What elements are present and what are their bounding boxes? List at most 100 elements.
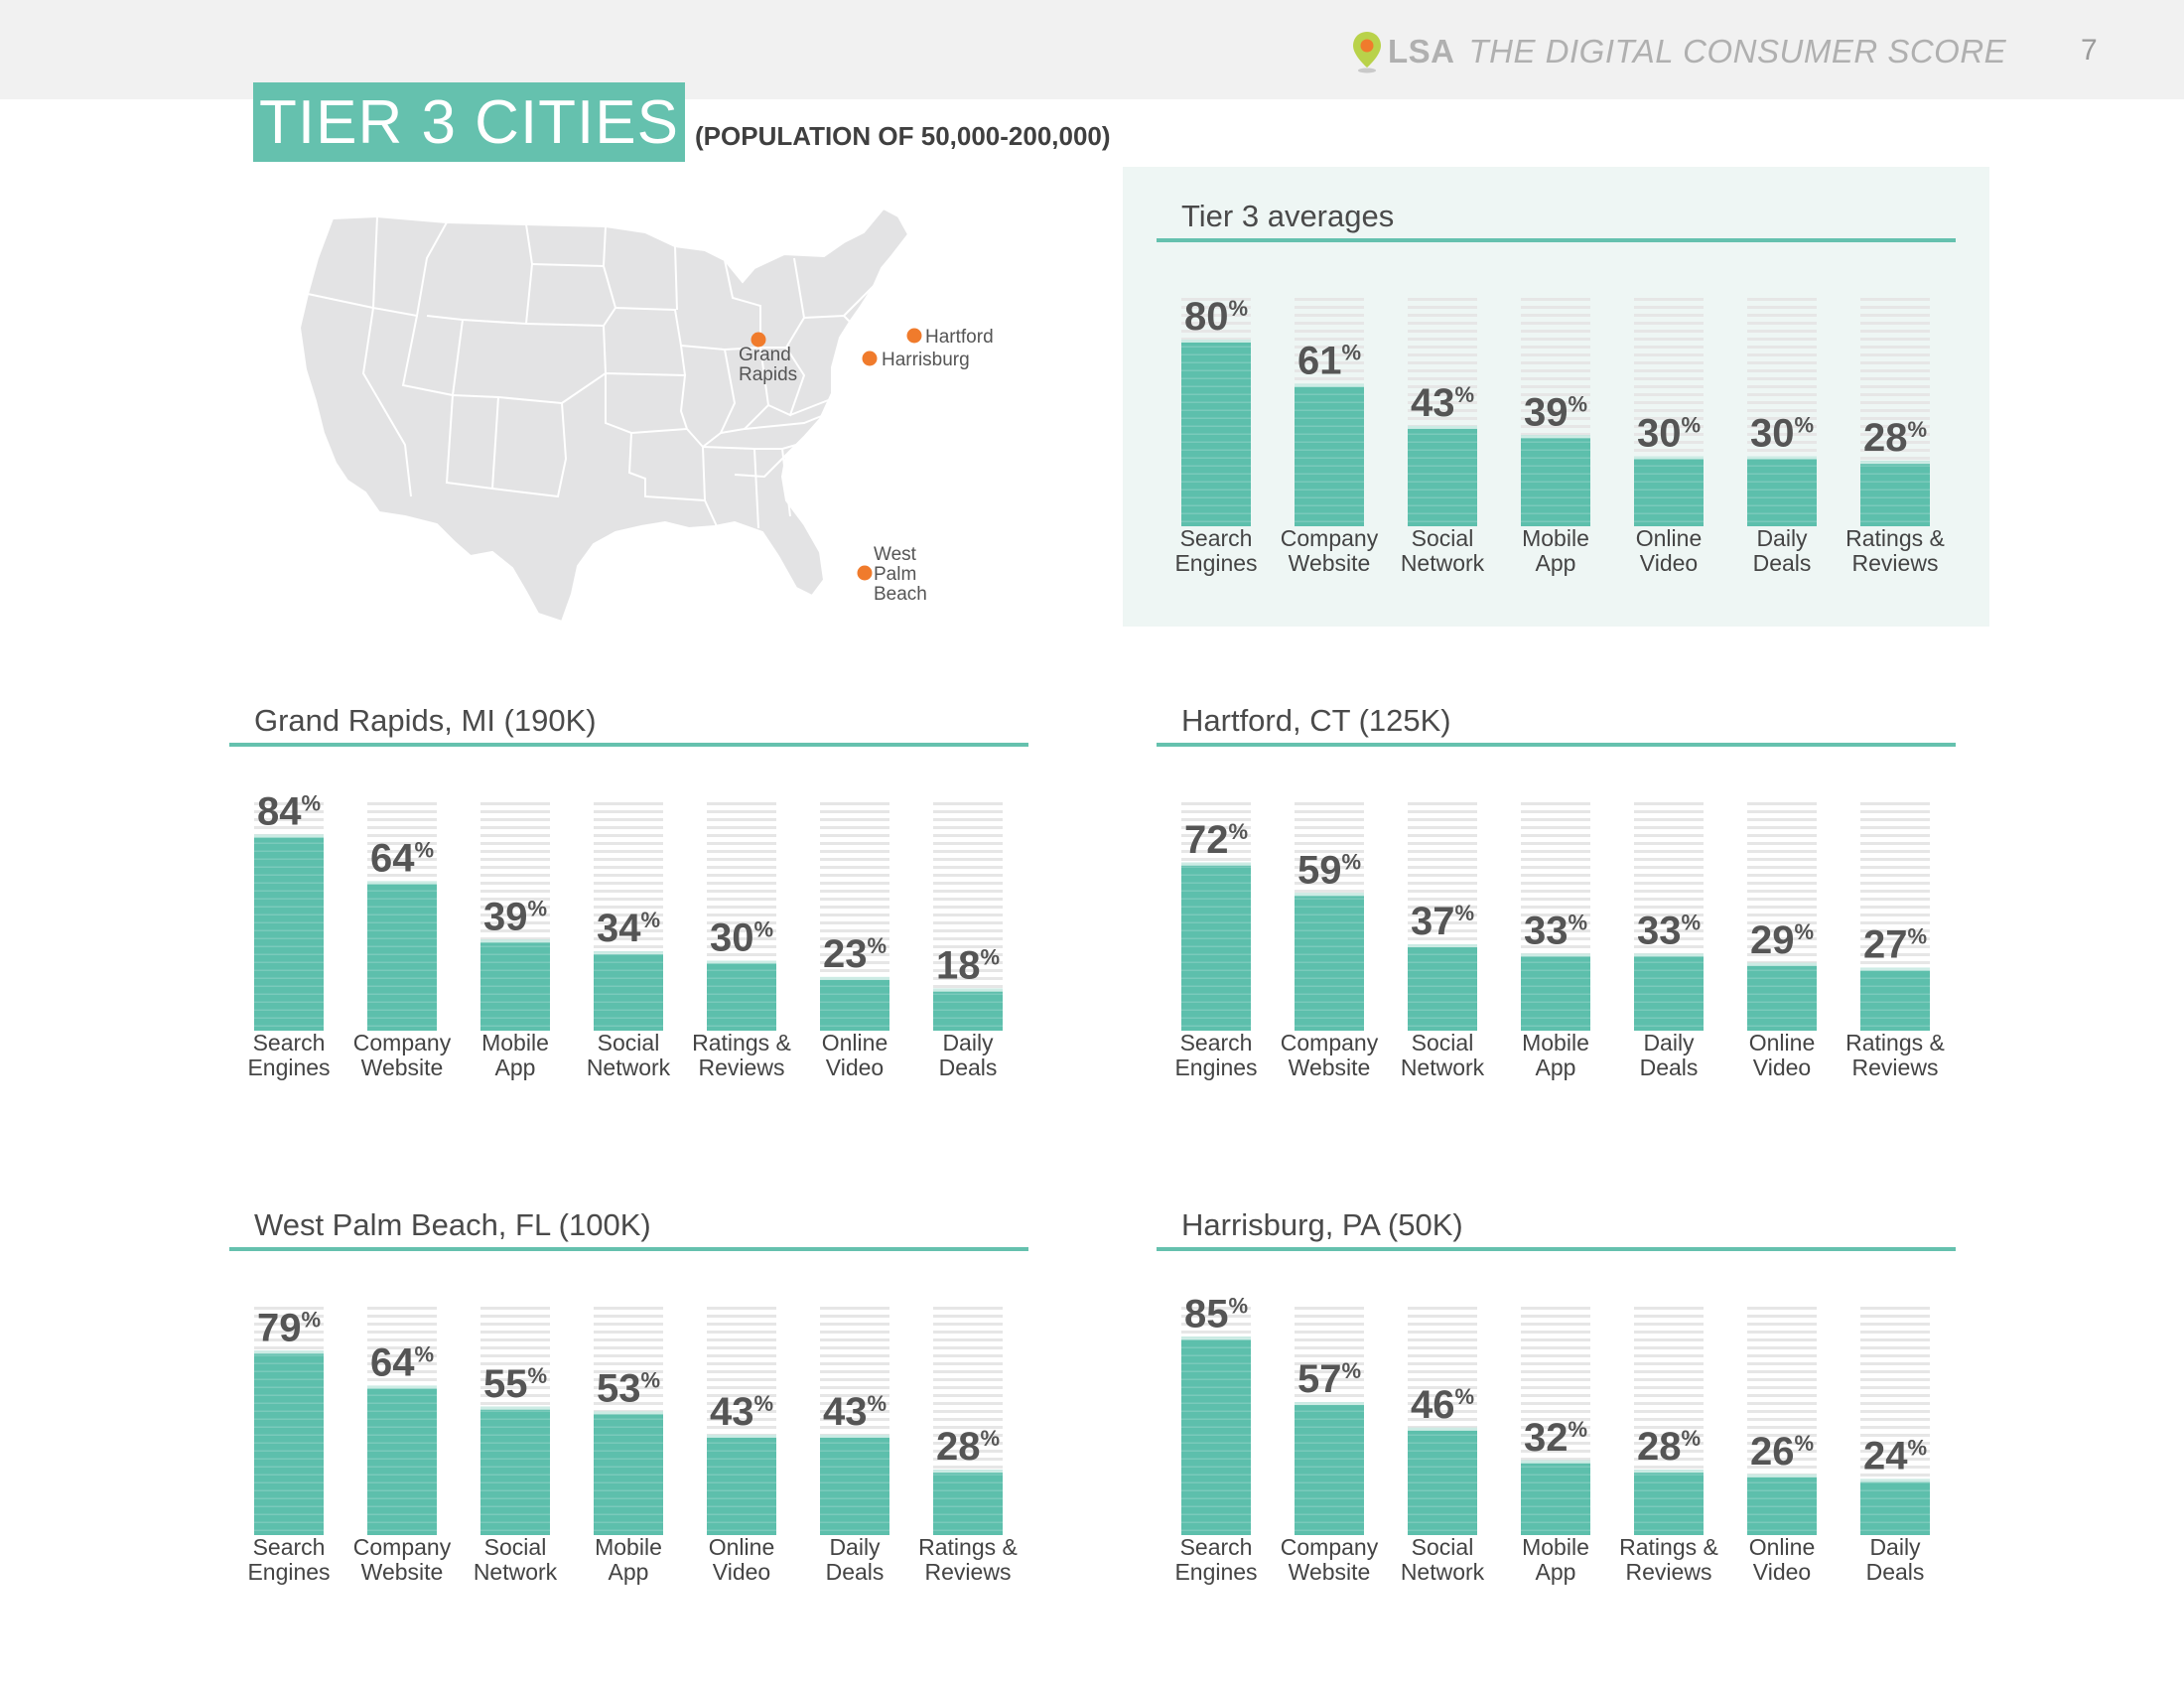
value-label: 29%: [1750, 918, 1814, 962]
us-map: Grand Rapids Hartford Harrisburg West Pa…: [288, 199, 1003, 635]
bar: [1747, 962, 1817, 1031]
category-labels: Search Engines Company Website Mobile App Soci…: [229, 1031, 1033, 1100]
value-label: 43%: [1411, 381, 1474, 425]
category-label: Online Video: [708, 1534, 775, 1585]
value-label: 53%: [597, 1366, 660, 1410]
value-label: 43%: [823, 1390, 887, 1434]
brand-logo: LSA THE DIGITAL CONSUMER SCORE: [1350, 30, 2006, 73]
chart-title: West Palm Beach, FL (100K): [254, 1207, 651, 1242]
bar-stripes: [367, 1394, 437, 1531]
bar-stripes: [594, 953, 663, 1027]
harrisburg-label: Harrisburg: [882, 350, 970, 370]
value-label: 34%: [597, 907, 660, 950]
value-label: 39%: [1524, 390, 1587, 434]
bar: [1295, 1402, 1364, 1535]
bar-stripes: [820, 1442, 889, 1531]
value-label: 28%: [1863, 416, 1927, 460]
chart-plot: 84% 64% 39% 34% 30% 23% 18%: [229, 743, 1028, 1031]
bar-stripes: [1634, 1474, 1704, 1531]
value-label: 59%: [1297, 848, 1361, 892]
category-label: Daily Deals: [938, 1030, 998, 1080]
bar-top-edge: [820, 976, 889, 980]
value-label: 37%: [1411, 900, 1474, 943]
bar: [1408, 1427, 1477, 1535]
category-label: Mobile App: [1522, 1534, 1589, 1585]
bar-stripes: [1747, 465, 1817, 522]
bar: [707, 1434, 776, 1535]
bar: [820, 976, 889, 1031]
bar: [1295, 893, 1364, 1031]
us-mainland-shape: [298, 207, 910, 624]
chart-west-palm-beach: West Palm Beach, FL (100K) 79% 64% 55% 53% 4…: [229, 1207, 1033, 1605]
value-label: 27%: [1863, 923, 1927, 967]
bar-stripes: [707, 969, 776, 1027]
bar: [1860, 461, 1930, 526]
bar: [254, 834, 324, 1031]
category-label: Company Website: [352, 1534, 452, 1585]
category-label: Search Engines: [247, 1030, 331, 1080]
value-label: 33%: [1524, 909, 1587, 952]
value-label: 32%: [1524, 1416, 1587, 1460]
state-borders: [307, 215, 892, 529]
value-label: 64%: [370, 1341, 434, 1385]
bar: [707, 960, 776, 1031]
bar-top-edge: [1634, 456, 1704, 460]
bar-top-edge: [1521, 1460, 1590, 1464]
category-label: Ratings & Reviews: [1845, 1030, 1945, 1080]
category-label: Ratings & Reviews: [1845, 525, 1945, 576]
bar-stripes: [1181, 346, 1251, 522]
category-labels: Search Engines Company Website Social Network…: [1157, 1535, 1961, 1605]
bar-top-edge: [594, 951, 663, 955]
bar: [933, 988, 1003, 1031]
category-label: Ratings & Reviews: [1619, 1534, 1718, 1585]
bar: [1181, 1336, 1251, 1535]
bar-stripes: [1181, 866, 1251, 1027]
value-label: 30%: [1637, 412, 1701, 456]
bar-top-edge: [480, 1406, 550, 1410]
bar: [594, 951, 663, 1031]
value-label: 61%: [1297, 340, 1361, 383]
category-label: Ratings & Reviews: [692, 1030, 791, 1080]
bar-stripes: [594, 1418, 663, 1531]
bar-top-edge: [1408, 425, 1477, 429]
bar-stripes: [707, 1442, 776, 1531]
bar-stripes: [1408, 953, 1477, 1027]
chart-title: Grand Rapids, MI (190K): [254, 703, 597, 738]
bar-stripes: [1521, 1466, 1590, 1531]
bar-stripes: [1521, 441, 1590, 522]
category-labels: Search Engines Company Website Social Network…: [1157, 526, 1961, 596]
bar-top-edge: [1408, 944, 1477, 948]
category-label: Search Engines: [1174, 525, 1258, 576]
bar-stripes: [1408, 1434, 1477, 1531]
value-label: 64%: [370, 837, 434, 881]
bar-top-edge: [367, 881, 437, 885]
bar-stripes: [933, 993, 1003, 1027]
category-label: Mobile App: [481, 1030, 549, 1080]
bar-top-edge: [254, 834, 324, 838]
category-label: Search Engines: [1174, 1534, 1258, 1585]
chart-plot: 72% 59% 37% 33% 33% 29% 27%: [1157, 743, 1956, 1031]
bar: [1634, 953, 1704, 1031]
category-label: Company Website: [1280, 525, 1379, 576]
harrisburg-dot: [862, 351, 878, 366]
bar-top-edge: [1295, 383, 1364, 387]
category-label: Search Engines: [247, 1534, 331, 1585]
chart-plot: 85% 57% 46% 32% 28% 26% 24%: [1157, 1247, 1956, 1535]
bar-top-edge: [933, 988, 1003, 992]
value-label: 43%: [710, 1390, 773, 1434]
grand-rapids-label: Grand Rapids: [739, 345, 797, 385]
bar: [1181, 862, 1251, 1031]
section-subtitle: (POPULATION OF 50,000-200,000): [695, 121, 1111, 151]
bar: [820, 1434, 889, 1535]
value-label: 28%: [1637, 1425, 1701, 1469]
bar-top-edge: [1181, 862, 1251, 866]
bar: [1634, 1470, 1704, 1535]
bar-top-edge: [1295, 1402, 1364, 1406]
category-label: Mobile App: [595, 1534, 662, 1585]
chart-title: Hartford, CT (125K): [1181, 703, 1451, 738]
bar-top-edge: [820, 1434, 889, 1438]
category-labels: Search Engines Company Website Social Network…: [229, 1535, 1033, 1605]
bar: [1181, 340, 1251, 526]
bar-stripes: [1747, 1481, 1817, 1531]
bar: [367, 881, 437, 1031]
